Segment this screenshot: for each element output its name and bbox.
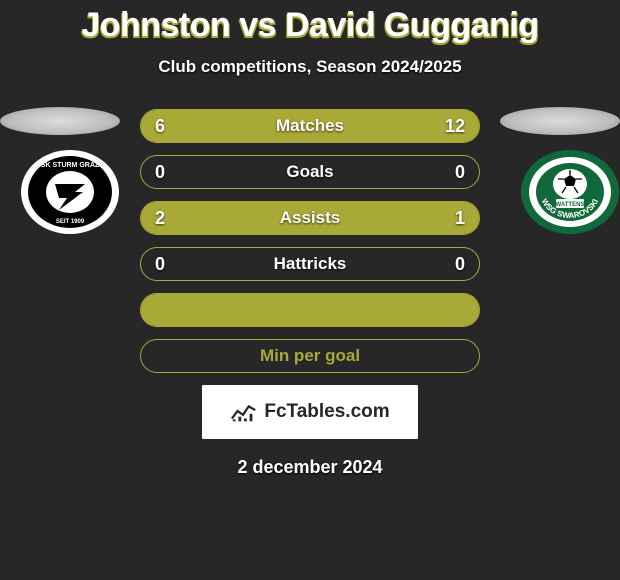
stat-rows: 612Matches 00Goals 21Assists 00Hattricks Goa… bbox=[140, 107, 480, 373]
subtitle: Club competitions, Season 2024/2025 bbox=[0, 57, 620, 77]
club-badge-left: SK STURM GRAZ SEIT 1909 bbox=[20, 149, 120, 235]
stat-label: Hattricks bbox=[141, 248, 479, 280]
svg-text:WATTENS: WATTENS bbox=[556, 202, 585, 208]
date-label: 2 december 2024 bbox=[0, 457, 620, 478]
brand-label: FcTables.com bbox=[264, 401, 389, 423]
stat-label: Min per goal bbox=[141, 340, 479, 372]
stat-row: 612Matches bbox=[140, 109, 480, 143]
stat-label: Goals bbox=[141, 156, 479, 188]
stat-label: Assists bbox=[141, 202, 479, 234]
page-title: Johnston vs David Gugganig bbox=[0, 0, 620, 45]
svg-text:SK STURM GRAZ: SK STURM GRAZ bbox=[41, 162, 100, 169]
stat-row: Goals per match bbox=[140, 293, 480, 327]
brand-banner: FcTables.com bbox=[202, 385, 418, 439]
brand-icon bbox=[230, 401, 258, 423]
stat-row: 21Assists bbox=[140, 201, 480, 235]
svg-text:SEIT 1909: SEIT 1909 bbox=[56, 219, 85, 225]
stat-row: 00Hattricks bbox=[140, 247, 480, 281]
stat-label: Matches bbox=[141, 110, 479, 142]
player-shadow-right bbox=[500, 107, 620, 135]
stat-row: Min per goal bbox=[140, 339, 480, 373]
player-shadow-left bbox=[0, 107, 120, 135]
comparison-panel: SK STURM GRAZ SEIT 1909 WATTENS WSG SWAR… bbox=[0, 107, 620, 478]
stat-label: Goals per match bbox=[141, 294, 479, 326]
club-badge-right: WATTENS WSG SWAROVSKI bbox=[520, 149, 620, 235]
stat-row: 00Goals bbox=[140, 155, 480, 189]
